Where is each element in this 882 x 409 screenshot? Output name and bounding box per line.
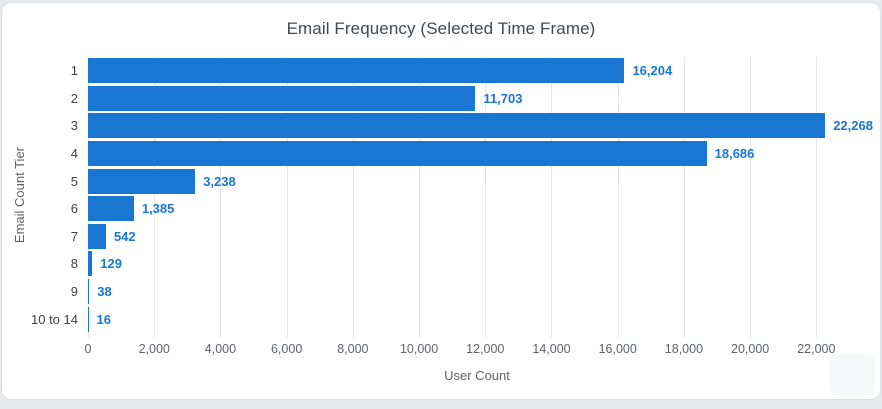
bar-value-label: 22,268 xyxy=(833,118,873,134)
bar-value-label: 38 xyxy=(97,284,112,300)
bar-row: 129 xyxy=(88,250,866,278)
gridline xyxy=(551,57,553,338)
chart-area: Email Count Tier 1 2 3 4 5 6 7 8 9 10 to 14 16,20… xyxy=(2,57,880,383)
bar[interactable] xyxy=(88,168,196,194)
bar-value-label: 16 xyxy=(96,311,111,327)
bar-row: 38 xyxy=(88,278,866,306)
bar[interactable] xyxy=(88,196,134,222)
y-axis-title: Email Count Tier xyxy=(11,146,27,244)
bar-row: 11,703 xyxy=(88,85,866,113)
y-tick-label: 2 xyxy=(70,90,78,106)
gridline xyxy=(816,57,818,338)
bar-value-label: 1,385 xyxy=(141,201,175,217)
bar[interactable] xyxy=(88,113,826,139)
bar[interactable] xyxy=(88,58,625,84)
x-tick-label: 2,000 xyxy=(138,342,170,356)
x-tick-label: 4,000 xyxy=(204,342,237,356)
y-tick-label: 3 xyxy=(70,118,78,134)
bar[interactable] xyxy=(88,306,89,332)
y-tick-label: 10 to 14 xyxy=(31,311,78,327)
chart-title: Email Frequency (Selected Time Frame) xyxy=(286,19,596,38)
bar[interactable] xyxy=(88,223,106,249)
bar[interactable] xyxy=(88,279,90,305)
x-tick-label: 8,000 xyxy=(337,342,369,356)
gridline xyxy=(220,57,222,338)
bar-row: 18,686 xyxy=(88,140,866,168)
bar[interactable] xyxy=(88,251,93,277)
x-tick-label: 22,000 xyxy=(797,342,836,356)
y-tick-label: 4 xyxy=(70,146,78,162)
bar-value-label: 16,204 xyxy=(632,63,673,79)
gridline xyxy=(352,57,354,338)
bar-value-label: 11,703 xyxy=(483,90,523,106)
x-tick-label: 12,000 xyxy=(466,342,505,356)
gridline xyxy=(617,57,619,338)
bar-row: 22,268 xyxy=(88,112,873,140)
x-axis-title: User Count xyxy=(444,368,510,383)
bar[interactable] xyxy=(88,85,476,111)
y-tick-label: 9 xyxy=(70,284,78,300)
bar-row: 1,385 xyxy=(88,195,866,223)
gridline xyxy=(286,57,288,338)
gridline xyxy=(419,57,421,338)
bar-value-label: 3,238 xyxy=(203,173,236,189)
bar-row: 16,204 xyxy=(88,57,866,85)
y-tick-label: 6 xyxy=(70,201,78,217)
chart-card: Email Frequency (Selected Time Frame) Em… xyxy=(1,2,881,400)
bar[interactable] xyxy=(88,141,707,167)
scrollbar-corner xyxy=(829,354,875,396)
bar-rows: 16,204 11,703 22,268 18,686 3,238 1,385 542 129… xyxy=(88,57,873,333)
x-tick-label: 18,000 xyxy=(664,342,704,356)
gridline xyxy=(485,57,487,338)
gridline xyxy=(750,57,752,338)
x-tick-label: 20,000 xyxy=(731,342,770,356)
gridline xyxy=(683,57,685,338)
gridline xyxy=(154,57,156,338)
bar-value-label: 18,686 xyxy=(714,146,755,162)
plot-area: 16,204 11,703 22,268 18,686 3,238 1,385 542 129… xyxy=(88,57,873,338)
x-axis-ticks: 0 2,000 4,000 6,000 8,000 10,000 12,000 14,000 1… xyxy=(84,333,866,365)
bar-row: 3,238 xyxy=(88,167,866,195)
x-tick-label: 14,000 xyxy=(532,342,571,356)
y-tick-label: 8 xyxy=(70,256,78,272)
bar-row: 542 xyxy=(88,223,866,251)
x-tick-label: 6,000 xyxy=(270,342,303,356)
y-tick-label: 7 xyxy=(70,228,78,244)
x-tick-label: 10,000 xyxy=(399,342,439,356)
y-axis-labels: 1 2 3 4 5 6 7 8 9 10 to 14 xyxy=(31,57,88,333)
bar-value-label: 129 xyxy=(100,256,122,272)
x-tick-label: 0 xyxy=(84,342,92,356)
x-tick-label: 16,000 xyxy=(598,342,637,356)
y-tick-label: 1 xyxy=(70,63,78,79)
bar-value-label: 542 xyxy=(113,228,136,244)
y-tick-label: 5 xyxy=(70,173,78,189)
y-axis-title-wrap: Email Count Tier xyxy=(2,57,36,333)
bar-row: 16 xyxy=(88,305,866,333)
